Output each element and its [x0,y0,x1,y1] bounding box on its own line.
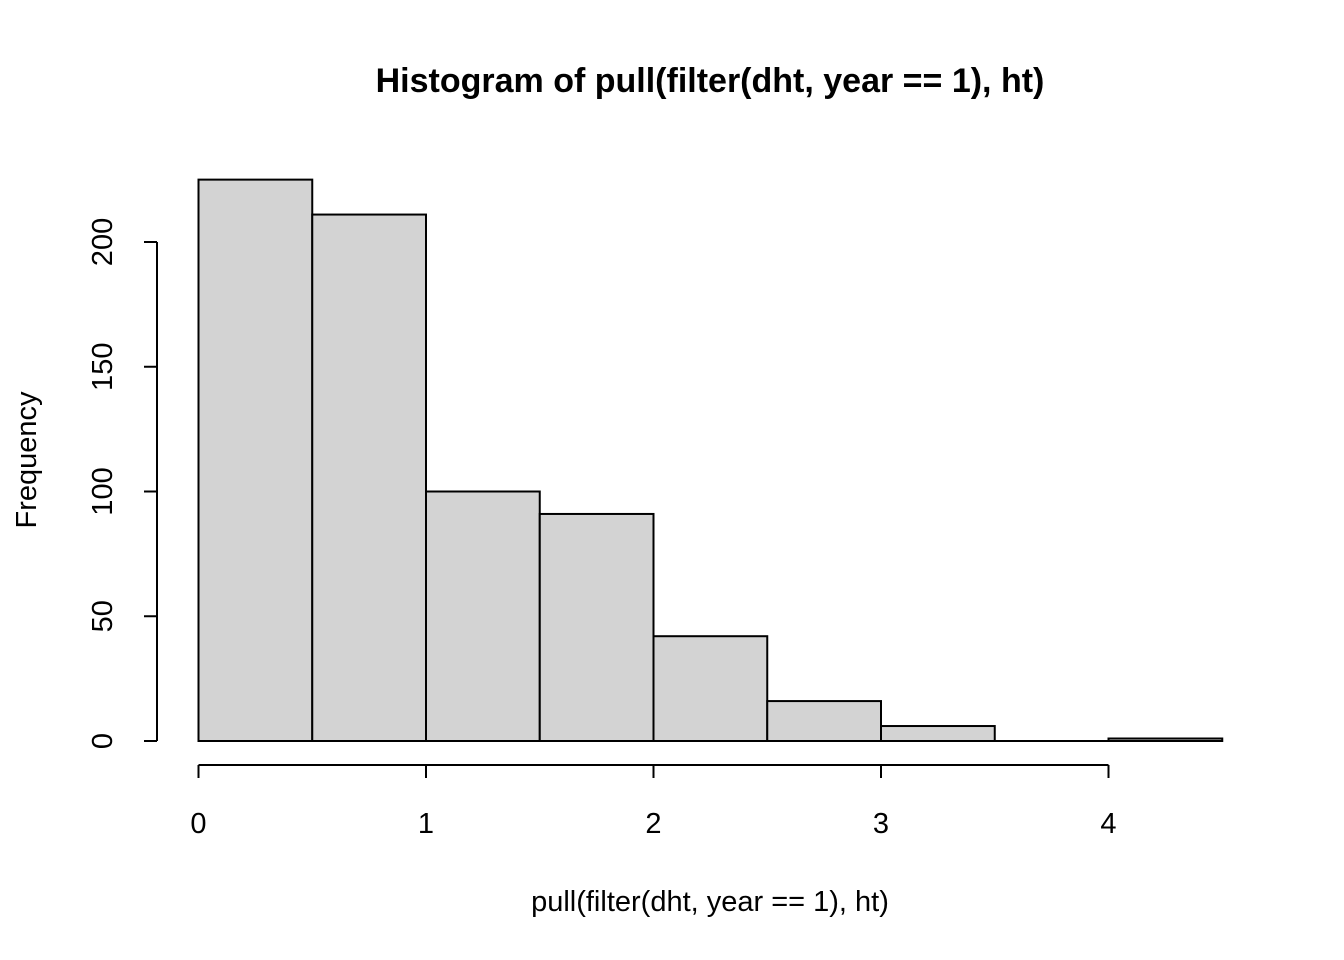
histogram-bar [652,635,769,743]
x-tick-label: 1 [418,808,434,840]
x-axis: 0 1 2 3 4 [190,764,1117,840]
x-tick-label: 4 [1100,808,1116,840]
histogram-bars [197,178,1224,743]
histogram-bar [425,490,541,742]
chart-title: Histogram of pull(filter(dht, year == 1)… [376,62,1045,100]
histogram-bar [538,512,655,743]
histogram-bar [880,725,996,743]
y-tick-label: 50 [87,600,119,632]
x-tick-label: 2 [645,808,661,840]
x-axis-label: pull(filter(dht, year == 1), ht) [531,886,889,918]
y-tick-label: 0 [87,733,119,749]
y-tick-label: 150 [87,343,119,391]
histogram-bar [1107,737,1224,743]
y-axis-label: Frequency [11,391,43,529]
x-tick-label: 3 [873,808,889,840]
y-tick-label: 200 [87,218,119,266]
histogram-bar [766,700,882,743]
histogram-bar [197,178,314,742]
y-tick-label: 100 [87,467,119,515]
histogram-bar [311,213,427,742]
x-tick-label: 0 [190,808,206,840]
y-axis: 0 50 100 150 200 [87,218,158,749]
